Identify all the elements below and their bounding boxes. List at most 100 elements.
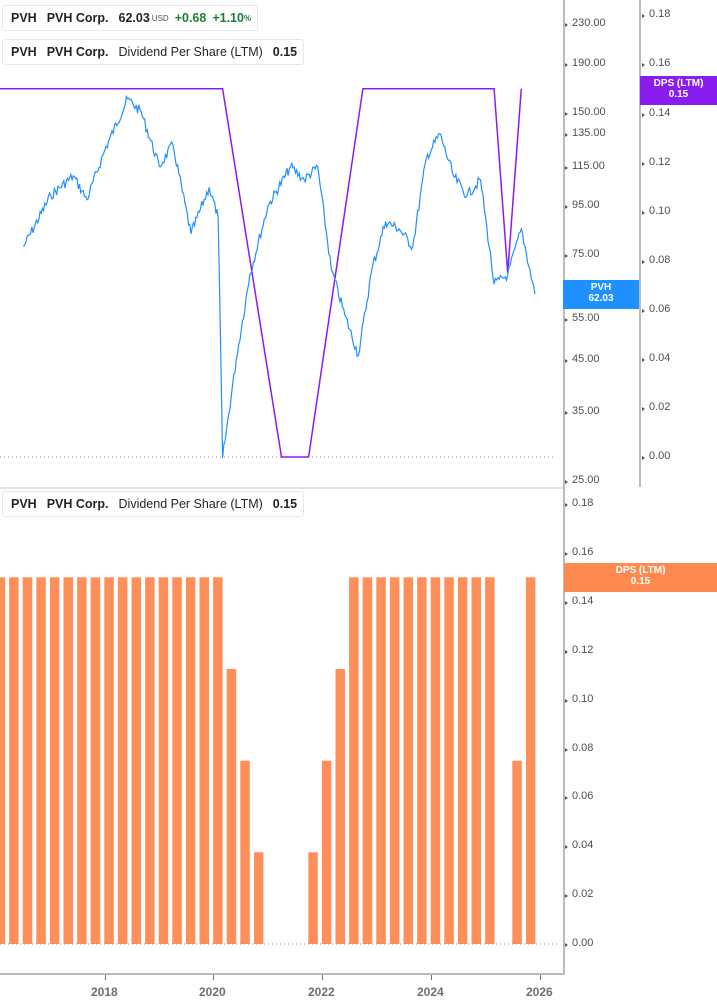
dps-flag-top: DPS (LTM) 0.15 [640, 76, 717, 105]
dps-tick: 0.06 [641, 303, 671, 315]
price-tick: 150.00 [565, 106, 606, 118]
dps-line-series [0, 87, 523, 458]
dps-axis-line-top [639, 0, 641, 487]
price-tick: 190.00 [565, 57, 606, 69]
dps-tick: 0.16 [641, 57, 671, 69]
dps-bar[interactable] [512, 760, 522, 944]
x-tick-label: 2024 [417, 985, 444, 999]
dps-bar[interactable] [403, 577, 414, 944]
dps-bar-chart-plot[interactable] [0, 0, 560, 1005]
x-tick-mark [213, 975, 214, 980]
x-tick-mark [322, 975, 323, 980]
dps-bar[interactable] [349, 577, 359, 944]
dps-bar[interactable] [321, 760, 332, 944]
dps-bar[interactable] [22, 577, 33, 944]
legend-metric-value: 0.15 [272, 45, 298, 59]
x-tick-label: 2026 [526, 985, 553, 999]
dps-bar[interactable] [49, 577, 60, 944]
dps-bar[interactable] [485, 577, 495, 944]
dps-legend-top[interactable]: PVH PVH Corp. Dividend Per Share (LTM) 0… [2, 39, 304, 65]
x-tick-mark [105, 975, 106, 980]
dps-bar[interactable] [63, 577, 74, 944]
dps-bar[interactable] [90, 577, 101, 944]
dps-bar[interactable] [389, 577, 400, 944]
legend-company-name: PVH Corp. [46, 11, 109, 25]
panel-divider[interactable] [0, 487, 563, 489]
legend-currency: USD [151, 13, 169, 23]
x-axis-line [0, 973, 565, 975]
dps-bar[interactable] [172, 577, 182, 944]
dps-bar[interactable] [525, 577, 536, 944]
dps-tick: 0.04 [641, 352, 671, 364]
price-tick: 135.00 [565, 127, 606, 139]
dps-tick: 0.04 [564, 839, 594, 851]
dps-bar[interactable] [36, 577, 46, 944]
legend-metric-name: Dividend Per Share (LTM) [118, 45, 263, 59]
legend-ticker: PVH [11, 45, 37, 59]
dps-bar[interactable] [117, 577, 128, 944]
dps-tick: 0.02 [641, 401, 671, 413]
dps-bar[interactable] [308, 852, 318, 944]
dps-bar[interactable] [131, 577, 142, 944]
dps-bar[interactable] [199, 577, 210, 944]
legend-metric-name: Dividend Per Share (LTM) [118, 497, 263, 511]
price-tick: 35.00 [565, 405, 600, 417]
dps-bar[interactable] [9, 577, 19, 944]
price-tick: 25.00 [565, 474, 600, 486]
dps-flag-bottom: DPS (LTM) 0.15 [564, 563, 717, 592]
price-flag: PVH 62.03 [563, 280, 639, 309]
dps-bar[interactable] [104, 577, 114, 944]
dps-tick: 0.12 [564, 644, 594, 656]
price-flag-ticker: PVH [590, 282, 612, 293]
legend-ticker: PVH [11, 11, 37, 25]
dps-bar[interactable] [253, 852, 264, 944]
dps-bar[interactable] [457, 577, 468, 944]
dps-flag-value: 0.15 [630, 576, 651, 587]
dps-bar[interactable] [471, 577, 482, 944]
x-tick-mark [431, 975, 432, 980]
price-chart-plot[interactable] [0, 0, 560, 485]
dps-tick: 0.16 [564, 546, 594, 558]
x-tick-label: 2020 [199, 985, 226, 999]
dps-flag-label: DPS (LTM) [615, 565, 666, 576]
dps-tick: 0.12 [641, 156, 671, 168]
price-tick: 95.00 [565, 199, 600, 211]
legend-company-name: PVH Corp. [46, 497, 109, 511]
dps-bar[interactable] [145, 577, 155, 944]
dps-tick: 0.14 [641, 107, 671, 119]
price-tick: 115.00 [565, 160, 605, 172]
dps-flag-value: 0.15 [668, 89, 689, 100]
dps-flag-label: DPS (LTM) [653, 78, 704, 89]
price-flag-value: 62.03 [588, 293, 614, 304]
price-axis-line [563, 0, 565, 487]
legend-change: +0.68 [174, 11, 207, 25]
dps-tick: 0.00 [564, 937, 594, 949]
dps-tick: 0.00 [641, 450, 671, 462]
dps-bar[interactable] [430, 577, 441, 944]
dps-bar[interactable] [77, 577, 87, 944]
dps-bar[interactable] [444, 577, 454, 944]
dps-bar[interactable] [335, 669, 346, 944]
x-tick-label: 2022 [308, 985, 335, 999]
dps-bar[interactable] [240, 760, 250, 944]
dps-tick: 0.18 [564, 497, 594, 509]
legend-company-name: PVH Corp. [46, 45, 109, 59]
price-tick: 45.00 [565, 353, 600, 365]
dps-bar[interactable] [362, 577, 373, 944]
dps-bar[interactable] [185, 577, 196, 944]
dps-tick: 0.10 [564, 693, 594, 705]
dps-bar[interactable] [226, 669, 237, 944]
dps-bar[interactable] [0, 577, 5, 944]
dps-bar[interactable] [417, 577, 427, 944]
dps-tick: 0.08 [641, 254, 671, 266]
dps-tick: 0.02 [564, 888, 594, 900]
dps-bar[interactable] [158, 577, 169, 944]
price-legend[interactable]: PVH PVH Corp. 62.03 USD +0.68 +1.10 % [2, 5, 258, 31]
dps-bar[interactable] [213, 577, 223, 944]
dps-bar[interactable] [376, 577, 386, 944]
dps-legend-bottom[interactable]: PVH PVH Corp. Dividend Per Share (LTM) 0… [2, 491, 304, 517]
legend-ticker: PVH [11, 497, 37, 511]
price-tick: 230.00 [565, 17, 606, 29]
price-tick: 55.00 [565, 312, 600, 324]
dps-bars [0, 577, 536, 944]
